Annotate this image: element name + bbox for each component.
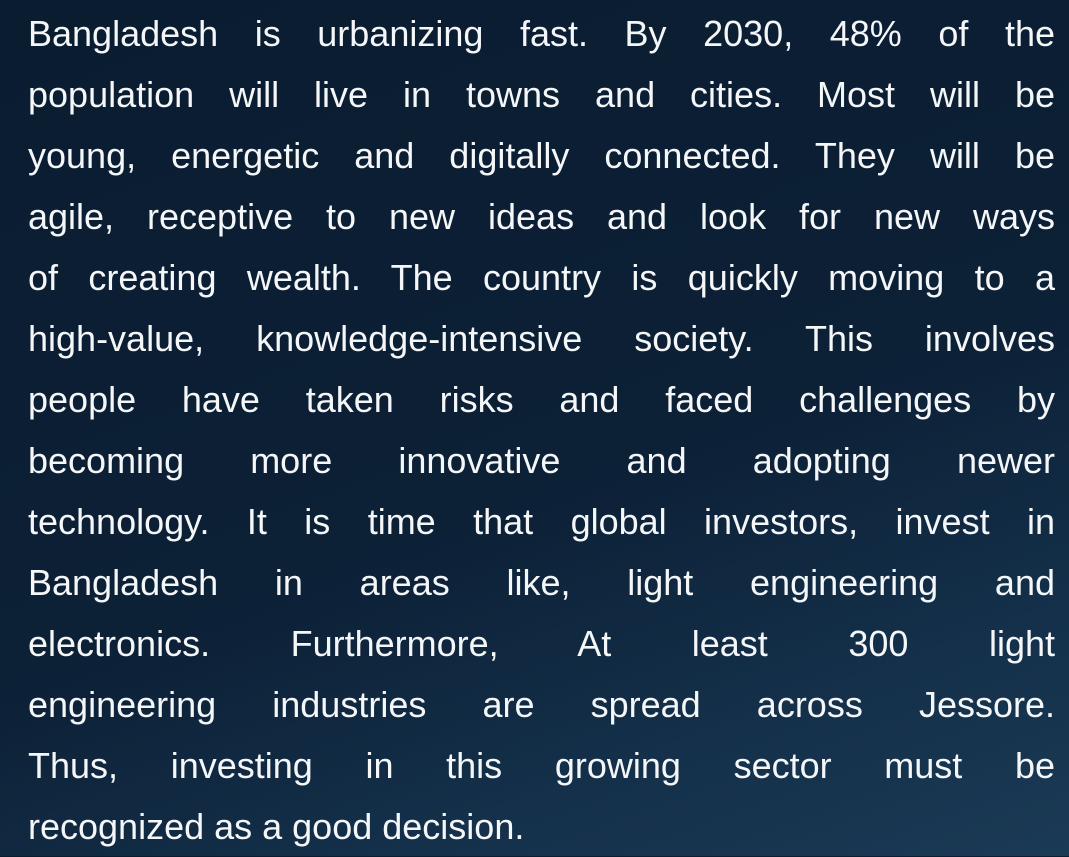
text-line: engineering industries are spread across… — [28, 684, 1055, 725]
text-line: technology. It is time that global inves… — [28, 501, 1055, 542]
text-line: population will live in towns and cities… — [28, 74, 1055, 115]
text-line: agile, receptive to new ideas and look f… — [28, 196, 1055, 237]
text-line: of creating wealth. The country is quick… — [28, 257, 1055, 298]
text-line: Thus, investing in this growing sector m… — [28, 745, 1055, 786]
text-line: young, energetic and digitally connected… — [28, 135, 1055, 176]
text-line: Bangladesh is urbanizing fast. By 2030, … — [28, 13, 1055, 54]
text-line: Bangladesh in areas like, light engineer… — [28, 562, 1055, 603]
text-line: becoming more innovative and adopting ne… — [28, 440, 1055, 481]
text-line: recognized as a good decision. — [28, 806, 525, 847]
text-line: people have taken risks and faced challe… — [28, 379, 1055, 420]
paragraph: Bangladesh is urbanizing fast. By 2030, … — [28, 3, 1055, 857]
text-line: electronics. Furthermore, At least 300 l… — [28, 623, 1055, 664]
text-line: high-value, knowledge-intensive society.… — [28, 318, 1055, 359]
